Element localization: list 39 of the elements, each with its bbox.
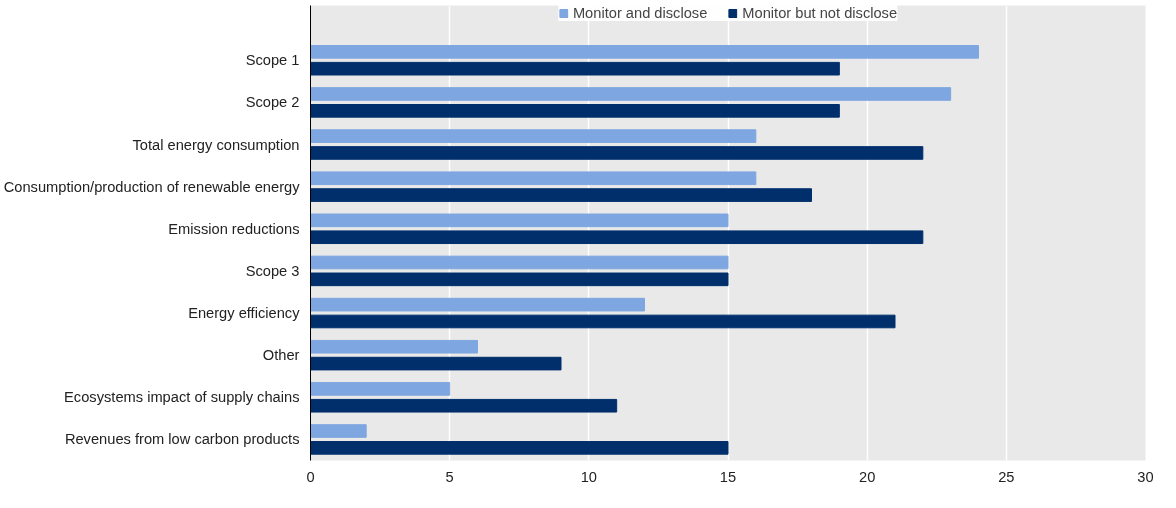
bar [310, 297, 645, 312]
bar [310, 146, 924, 160]
y-tick-label: Revenues from low carbon products [64, 431, 300, 448]
bar [310, 45, 979, 59]
y-tick-label: Total energy consumption [132, 136, 300, 153]
bar [310, 87, 952, 101]
bar [310, 255, 729, 270]
y-tick-label: Scope 3 [245, 262, 300, 279]
bar [310, 382, 451, 396]
legend-label: Monitor and disclose [572, 5, 708, 21]
y-tick-label: Scope 2 [245, 94, 300, 111]
x-tick-label: 10 [580, 468, 597, 485]
x-tick-label: 25 [998, 468, 1015, 485]
bar [310, 188, 812, 202]
bar [310, 339, 478, 354]
x-tick-label: 0 [306, 468, 315, 485]
x-tick-label: 5 [445, 468, 454, 485]
bar [310, 61, 840, 76]
y-tick-label: Emission reductions [168, 220, 300, 237]
bar [310, 272, 729, 287]
y-tick-label: Ecosystems impact of supply chains [64, 389, 300, 406]
bar [310, 230, 924, 245]
bar [310, 424, 367, 438]
bar [310, 129, 757, 143]
y-tick-label: Energy efficiency [188, 305, 301, 322]
bar [310, 213, 729, 228]
y-tick-label: Consumption/production of renewable energy [3, 178, 301, 195]
x-tick-label: 30 [1137, 468, 1154, 485]
legend-label: Monitor but not disclose [742, 5, 898, 21]
y-tick-label: Other [262, 347, 300, 364]
x-tick-label: 20 [859, 468, 876, 485]
bar [310, 356, 562, 371]
x-tick-label: 15 [719, 468, 737, 485]
y-tick-label: Scope 1 [245, 52, 300, 69]
bar [310, 314, 896, 329]
bar [310, 441, 729, 455]
bar [310, 171, 757, 186]
bar [310, 104, 840, 118]
bar [310, 398, 618, 413]
